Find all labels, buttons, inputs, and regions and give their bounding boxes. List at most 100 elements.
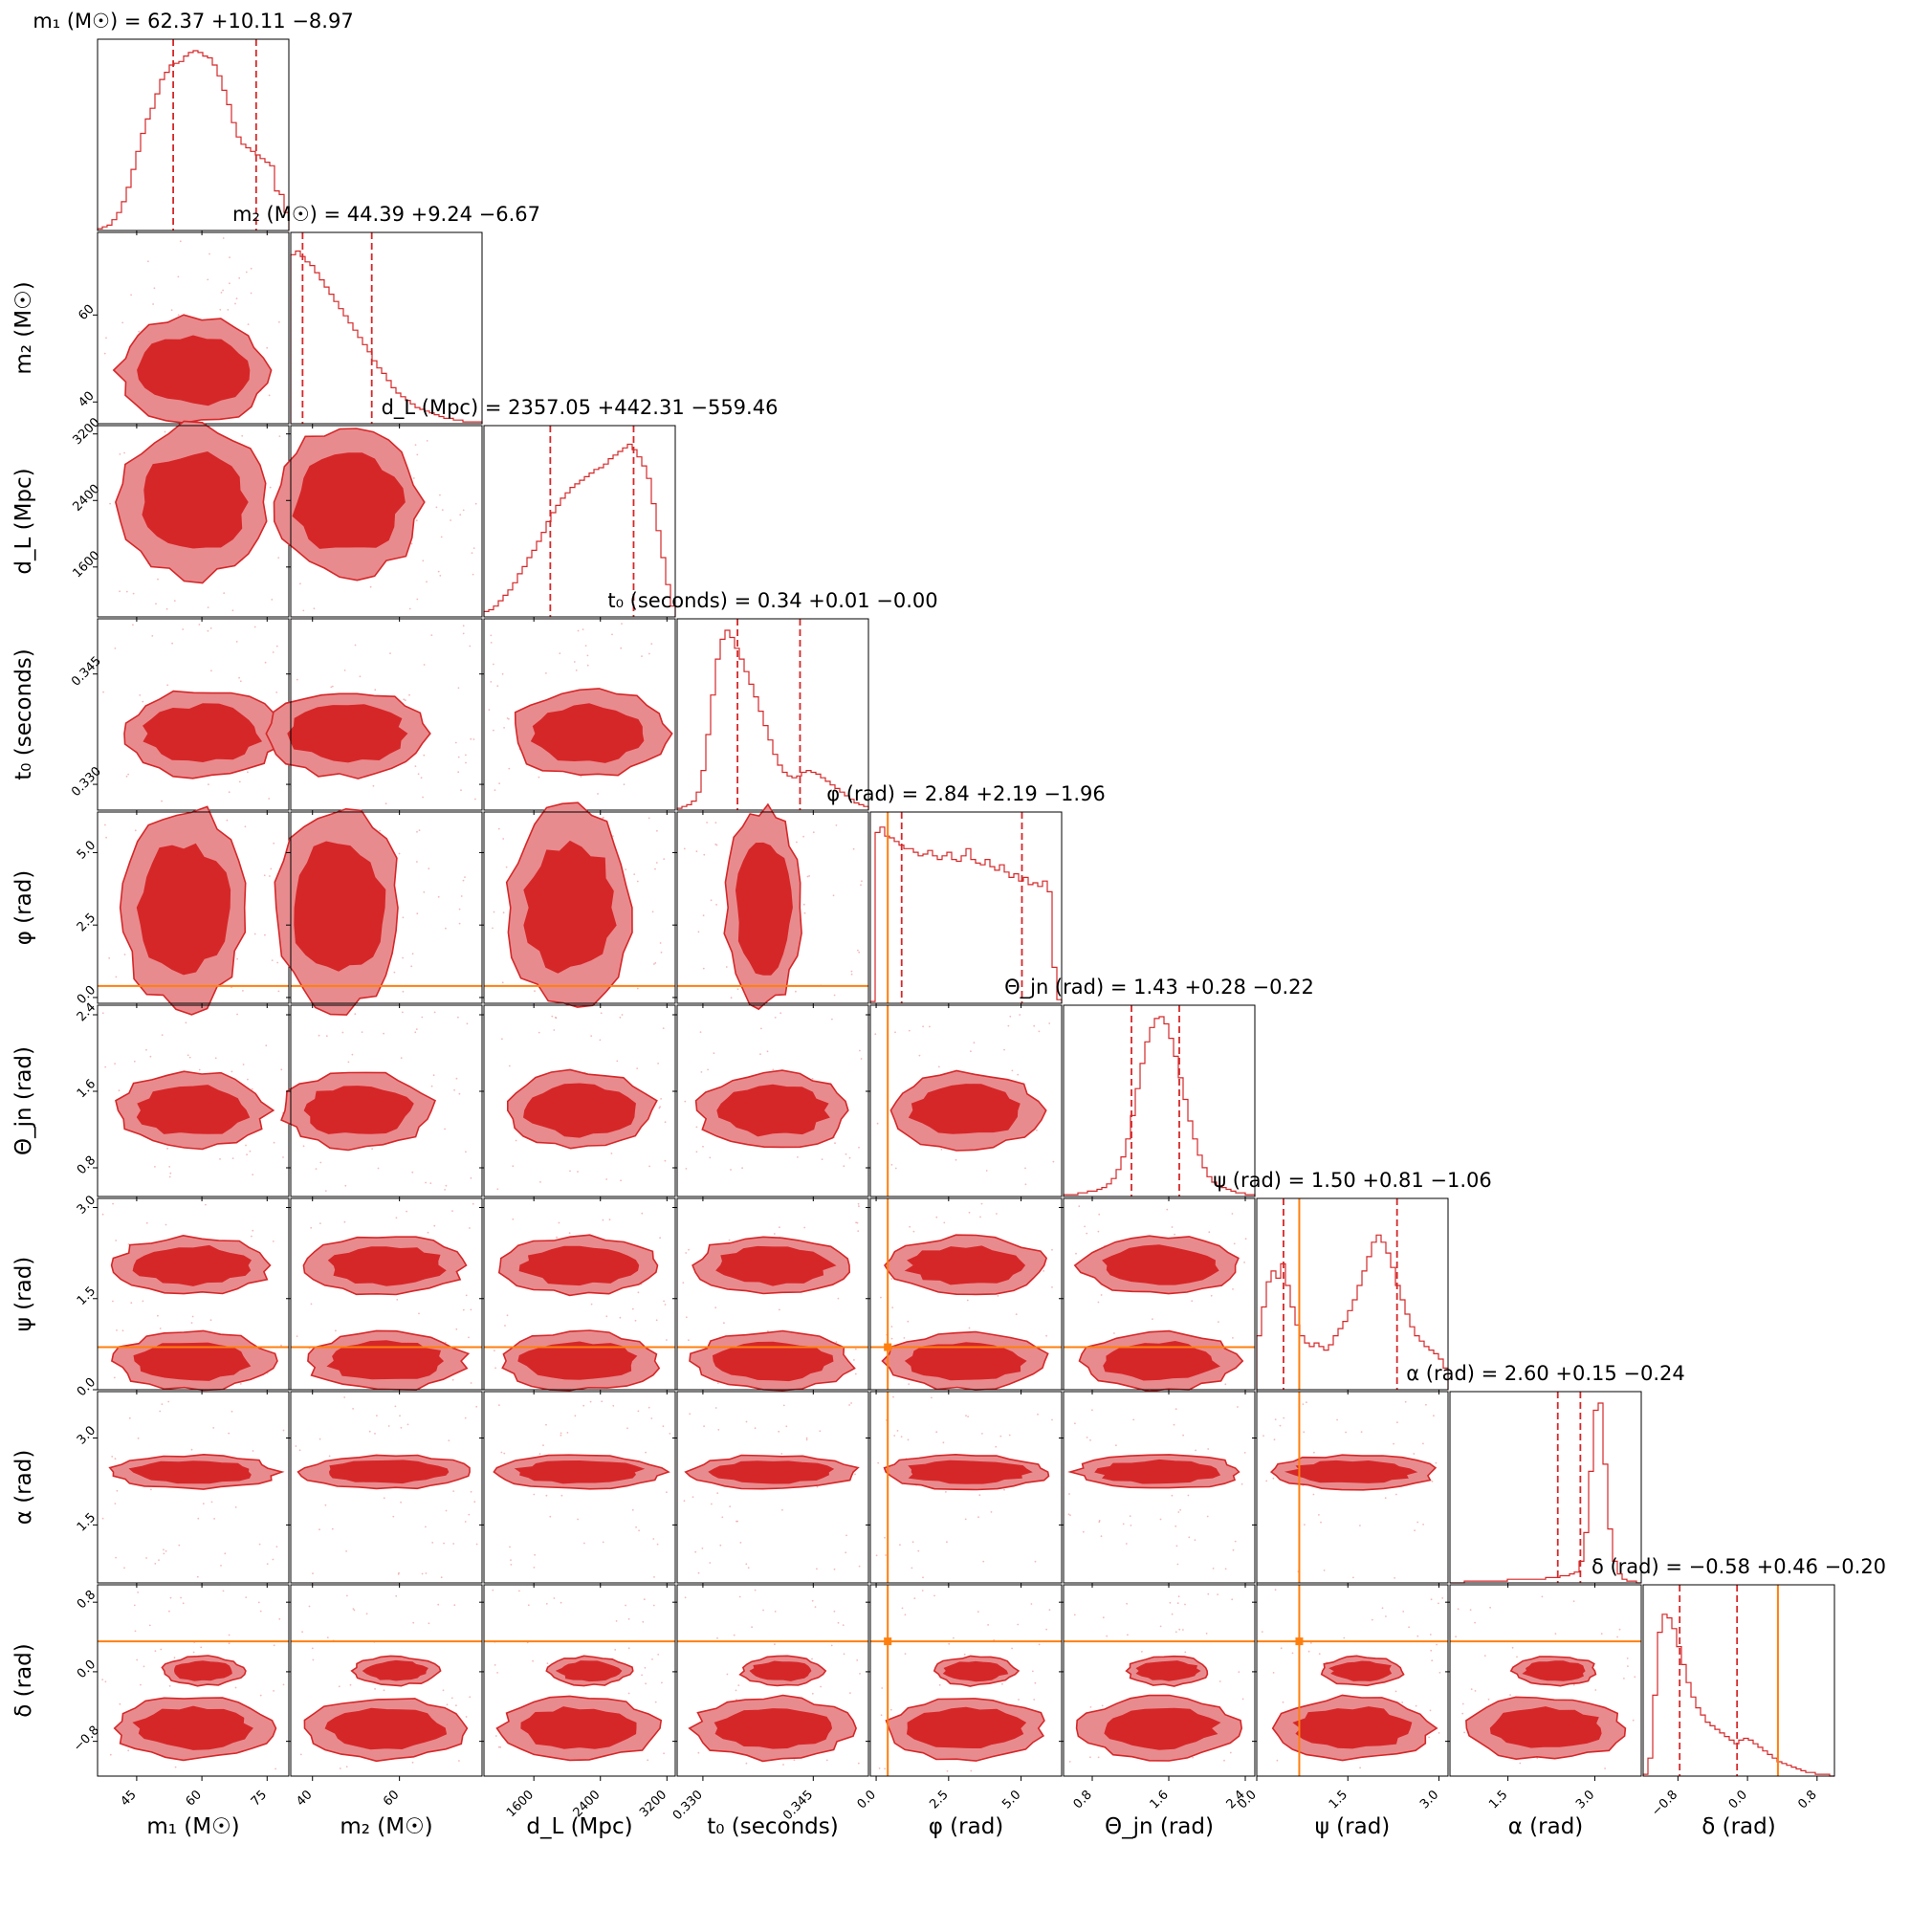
- contour-inner: [133, 1342, 252, 1381]
- panel-alpha-delta: [1445, 1584, 1642, 1781]
- contour-inner: [523, 840, 617, 974]
- x-tick-label: 1.5: [1486, 1788, 1510, 1811]
- contour-inner: [287, 704, 408, 763]
- panel-frame: [869, 811, 1063, 1004]
- contour-inner: [906, 1706, 1027, 1749]
- contour-inner: [904, 1245, 1026, 1285]
- y-tick-label: 1.5: [75, 1284, 99, 1308]
- contour-inner: [143, 703, 263, 763]
- panel-frame: [483, 1584, 676, 1777]
- contour-inner: [555, 1660, 623, 1682]
- contour-inner: [324, 1707, 448, 1750]
- panel-t0-alpha: [672, 1391, 869, 1588]
- y-tick-label: 1.5: [75, 1510, 99, 1534]
- title-dL: d_L (Mpc) = 2357.05 +442.31 −559.46: [382, 396, 779, 420]
- histogram-phi: [869, 826, 1063, 1003]
- panel-phi-delta: [866, 1584, 1063, 1781]
- panel-dL-dL: [483, 425, 676, 622]
- panel-alpha-alpha: [1449, 1391, 1642, 1588]
- panel-dL-psi: [479, 1197, 676, 1394]
- contour-inner: [1292, 1706, 1413, 1749]
- y-tick-label: 0.330: [69, 764, 104, 800]
- panel-frame: [483, 1391, 676, 1584]
- x-axis-label-delta: δ (rad): [1701, 1814, 1775, 1839]
- x-tick-label: 3.0: [1573, 1788, 1597, 1811]
- panel-frame: [1063, 1584, 1256, 1777]
- title-phi: φ (rad) = 2.84 +2.19 −1.96: [826, 782, 1106, 805]
- y-tick-label: 40: [76, 389, 97, 410]
- panel-frame: [1449, 1391, 1642, 1584]
- contour-inner: [520, 1706, 637, 1749]
- contour-inner: [362, 1659, 428, 1681]
- truth-marker: [884, 1343, 892, 1351]
- panel-m1-alpha: [93, 1391, 290, 1588]
- x-tick-label: 1.5: [1327, 1788, 1350, 1811]
- x-axis-label-psi: ψ (rad): [1315, 1814, 1391, 1839]
- scatter-points: [498, 1400, 671, 1578]
- panel-frame: [290, 618, 483, 811]
- contour-inner: [1489, 1706, 1602, 1748]
- panel-phi-psi: [866, 1197, 1063, 1394]
- panel-m1-psi: [93, 1197, 290, 1394]
- panel-frame: [676, 618, 869, 811]
- x-axis-label-m1: m₁ (M☉): [146, 1814, 239, 1839]
- x-tick-label: 1.6: [1148, 1788, 1172, 1811]
- panel-frame: [97, 1391, 290, 1584]
- contour-inner: [1103, 1340, 1220, 1381]
- contour-inner: [1135, 1660, 1201, 1681]
- panel-frame: [1256, 1391, 1449, 1584]
- panel-m2-delta: [286, 1584, 483, 1781]
- panel-t0-delta: [672, 1584, 869, 1781]
- y-axis-label-alpha: α (rad): [11, 1450, 36, 1526]
- x-axis-label-alpha: α (rad): [1508, 1814, 1584, 1839]
- x-axis-label-dL: d_L (Mpc): [526, 1814, 632, 1839]
- panel-frame: [1063, 1004, 1256, 1197]
- y-axis-label-theta_jn: Θ_jn (rad): [11, 1046, 36, 1155]
- panel-psi-delta: [1252, 1584, 1449, 1781]
- panel-frame: [869, 1584, 1063, 1777]
- panel-m2-phi: [274, 807, 483, 1016]
- panel-m1-m1: [97, 38, 290, 235]
- panel-phi-theta_jn: [866, 1004, 1063, 1201]
- y-axis-label-dL: d_L (Mpc): [11, 468, 36, 574]
- panel-t0-phi: [672, 802, 869, 1011]
- y-axis-label-delta: δ (rad): [11, 1643, 36, 1717]
- y-tick-label: 0.8: [75, 1153, 99, 1177]
- contour-inner: [904, 1342, 1027, 1381]
- contour-inner: [712, 1341, 834, 1382]
- panel-m1-m2: [93, 231, 290, 428]
- panel-dL-alpha: [479, 1391, 676, 1588]
- x-tick-label: 40: [294, 1788, 315, 1809]
- panel-frame: [1063, 1391, 1256, 1584]
- contour-inner: [1094, 1459, 1221, 1484]
- histogram-m1: [97, 50, 290, 231]
- panel-dL-theta_jn: [479, 1004, 676, 1201]
- contour-inner: [327, 1246, 447, 1286]
- panel-frame: [676, 811, 869, 1004]
- title-m2: m₂ (M☉) = 44.39 +9.24 −6.67: [232, 203, 540, 226]
- panel-delta-delta: [1642, 1584, 1835, 1781]
- panel-psi-alpha: [1252, 1391, 1449, 1588]
- contour-inner: [908, 1460, 1033, 1484]
- panel-frame: [483, 425, 676, 618]
- panel-m2-theta_jn: [280, 1004, 483, 1201]
- histogram-alpha: [1450, 1402, 1641, 1584]
- y-axis-label-m2: m₂ (M☉): [11, 281, 36, 374]
- panel-dL-delta: [479, 1584, 676, 1781]
- histogram-delta: [1642, 1614, 1834, 1777]
- title-m1: m₁ (M☉) = 62.37 +10.11 −8.97: [33, 10, 353, 33]
- panel-frame: [1063, 1197, 1256, 1391]
- title-delta: δ (rad) = −0.58 +0.46 −0.20: [1592, 1555, 1886, 1578]
- x-tick-label: −0.8: [1649, 1788, 1680, 1819]
- contour-inner: [716, 1084, 830, 1137]
- x-tick-label: 60: [381, 1788, 402, 1809]
- contour-inner: [518, 1245, 640, 1286]
- panel-frame: [1449, 1584, 1642, 1777]
- panel-m2-m2: [290, 231, 483, 428]
- panel-m2-psi: [286, 1197, 483, 1394]
- x-axis-label-theta_jn: Θ_jn (rad): [1105, 1814, 1214, 1839]
- panel-frame: [290, 1391, 483, 1584]
- panel-m1-t0: [93, 618, 290, 815]
- y-tick-label: 1.6: [75, 1077, 99, 1101]
- title-alpha: α (rad) = 2.60 +0.15 −0.24: [1406, 1362, 1685, 1385]
